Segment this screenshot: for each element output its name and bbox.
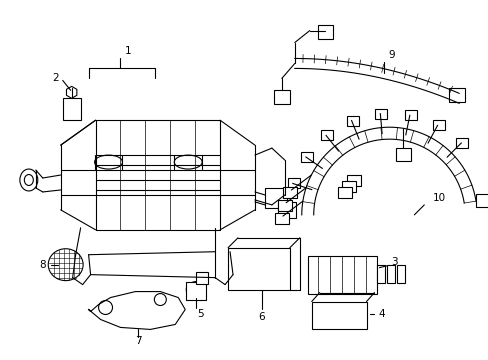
Bar (300, 152, 312, 162)
Bar (317, 24, 332, 39)
Text: 7: 7 (135, 336, 142, 346)
Text: 5: 5 (197, 310, 203, 319)
Ellipse shape (24, 175, 33, 185)
Bar (307, 256, 377, 293)
Text: 8: 8 (40, 260, 46, 270)
Bar (342, 181, 355, 192)
Text: 4: 4 (377, 310, 384, 319)
Text: 3: 3 (390, 257, 397, 267)
Bar (432, 120, 444, 130)
Ellipse shape (154, 293, 166, 306)
Bar (404, 111, 416, 120)
Bar (287, 179, 299, 188)
Bar (346, 116, 358, 126)
Bar (274, 213, 288, 224)
Bar (395, 148, 410, 161)
Bar (377, 265, 385, 283)
Ellipse shape (94, 155, 122, 169)
Bar (283, 187, 297, 198)
Bar (375, 109, 386, 119)
Bar (186, 282, 206, 300)
Bar (386, 265, 395, 283)
Bar (278, 200, 291, 211)
Bar (337, 187, 351, 198)
Ellipse shape (48, 249, 83, 280)
Bar (62, 98, 81, 120)
Bar (227, 248, 289, 289)
Ellipse shape (99, 301, 112, 315)
Bar (196, 272, 208, 284)
Bar (264, 188, 286, 208)
Bar (311, 302, 366, 329)
Bar (448, 88, 464, 102)
Bar (273, 90, 289, 104)
Ellipse shape (20, 169, 38, 191)
Bar (277, 202, 295, 218)
Text: 6: 6 (258, 312, 264, 323)
Text: 2: 2 (52, 73, 59, 84)
Text: 10: 10 (432, 193, 445, 203)
Ellipse shape (174, 155, 202, 169)
Ellipse shape (186, 282, 206, 298)
Bar (397, 265, 405, 283)
Text: 9: 9 (387, 50, 394, 60)
Bar (346, 175, 361, 186)
Text: 1: 1 (125, 45, 131, 55)
Bar (455, 138, 468, 148)
Bar (321, 130, 332, 140)
Bar (475, 194, 488, 207)
